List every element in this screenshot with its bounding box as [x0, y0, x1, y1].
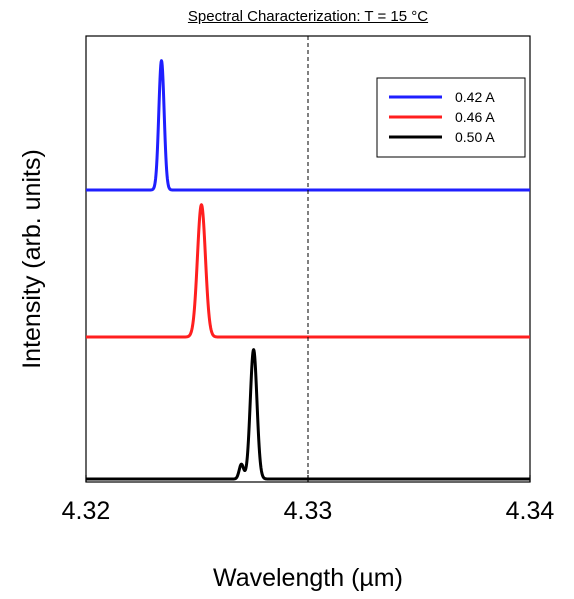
x-axis-ticks: 4.32 4.33 4.34 [62, 475, 555, 525]
x-tick-label-0: 4.32 [62, 497, 111, 525]
x-axis-label: Wavelength (µm) [213, 564, 403, 592]
legend-label-1: 0.46 A [455, 109, 495, 125]
x-tick-label-1: 4.33 [284, 497, 333, 525]
legend-label-0: 0.42 A [455, 89, 495, 105]
x-tick-label-2: 4.34 [506, 497, 555, 525]
legend: 0.42 A 0.46 A 0.50 A [376, 77, 526, 158]
chart-title: Spectral Characterization: T = 15 °C [187, 8, 429, 25]
legend-label-2: 0.50 A [455, 129, 495, 145]
y-axis-label: Intensity (arb. units) [18, 149, 46, 369]
